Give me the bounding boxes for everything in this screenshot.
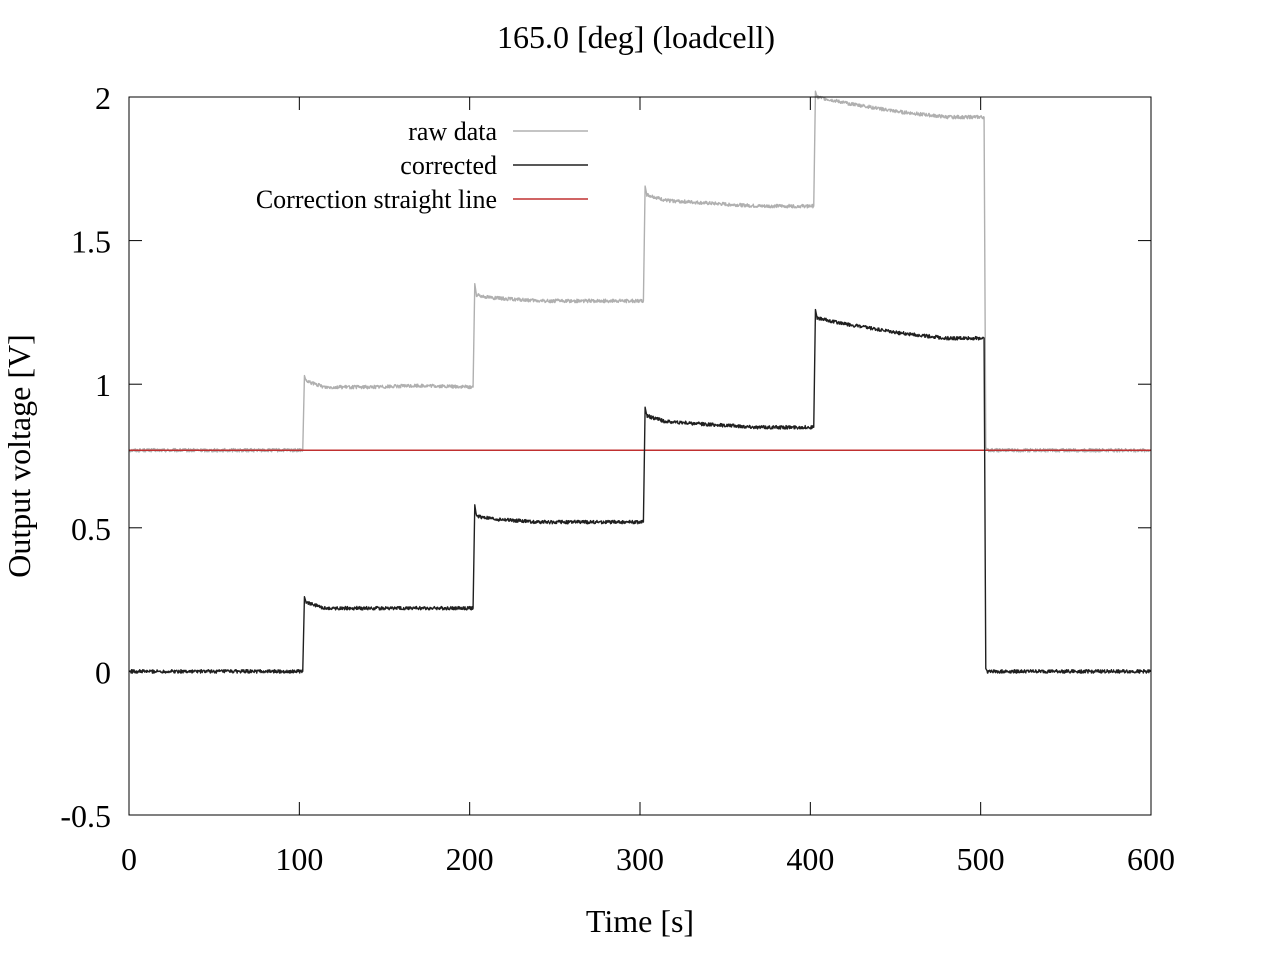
legend-label-raw-data: raw data xyxy=(408,117,497,146)
y-tick-label: 0 xyxy=(95,654,111,690)
y-tick-label: 1 xyxy=(95,367,111,403)
y-tick-label: 1.5 xyxy=(71,224,111,260)
x-tick-label: 300 xyxy=(616,841,664,877)
x-axis-label: Time [s] xyxy=(586,903,694,939)
legend-label-corrected: corrected xyxy=(400,151,497,180)
y-tick-labels: -0.5 0 0.5 1 1.5 2 xyxy=(60,80,111,834)
chart-title: 165.0 [deg] (loadcell) xyxy=(497,19,775,55)
x-tick-label: 400 xyxy=(786,841,834,877)
y-tick-label: 2 xyxy=(95,80,111,116)
x-tick-label: 100 xyxy=(275,841,323,877)
series-line-corrected xyxy=(128,308,1152,674)
series-layer xyxy=(128,90,1152,674)
y-axis-label: Output voltage [V] xyxy=(1,334,37,578)
x-tick-label: 600 xyxy=(1127,841,1175,877)
x-tick-label: 500 xyxy=(957,841,1005,877)
legend: raw data corrected Correction straight lin… xyxy=(256,117,588,214)
y-tick-label: -0.5 xyxy=(60,798,111,834)
x-tick-label: 200 xyxy=(446,841,494,877)
series-line-raw-data xyxy=(128,90,1152,453)
y-tick-label: 0.5 xyxy=(71,511,111,547)
legend-label-correction-straight-line: Correction straight line xyxy=(256,185,497,214)
plot-frame xyxy=(128,96,1152,816)
x-tick-labels: 0 100 200 300 400 500 600 xyxy=(121,841,1175,877)
x-tick-label: 0 xyxy=(121,841,137,877)
